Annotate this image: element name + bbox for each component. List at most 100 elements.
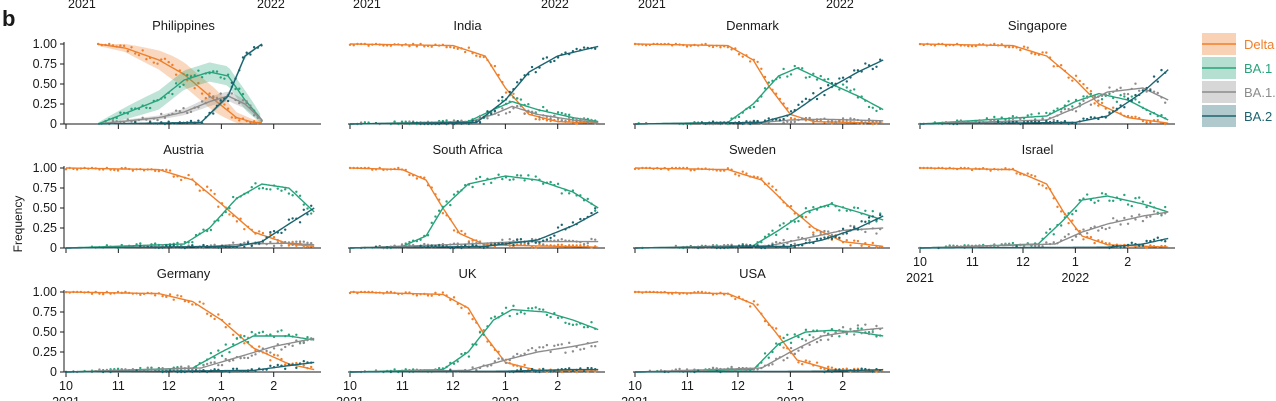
data-point-ba.1 xyxy=(1059,224,1063,227)
data-point-ba.1 xyxy=(508,178,511,182)
data-point-ba.1 xyxy=(291,194,294,197)
data-point-ba.1.1 xyxy=(1126,92,1130,96)
data-point-ba.1.1 xyxy=(508,110,511,114)
data-point-ba.1.1 xyxy=(838,328,841,332)
data-point-delta xyxy=(741,170,744,173)
data-point-delta xyxy=(145,58,148,61)
data-point-ba.1 xyxy=(456,190,459,193)
data-point-ba.1 xyxy=(838,209,841,212)
y-tick-label: 0.75 xyxy=(33,181,57,195)
data-point-delta xyxy=(756,60,759,64)
data-point-ba.2 xyxy=(778,119,782,122)
data-point-ba.1 xyxy=(867,331,871,334)
data-point-delta xyxy=(426,294,430,297)
data-point-delta xyxy=(800,362,804,366)
data-point-delta xyxy=(134,52,137,55)
data-point-ba.1 xyxy=(1052,109,1055,112)
data-point-ba.2 xyxy=(571,221,575,224)
data-point-delta xyxy=(223,103,226,106)
data-point-ba.1 xyxy=(812,205,815,209)
data-point-ba.1 xyxy=(567,322,571,326)
data-point-ba.1 xyxy=(497,173,500,176)
data-point-ba.1.1 xyxy=(504,361,508,365)
data-point-ba.1.1 xyxy=(582,347,586,350)
data-point-ba.2 xyxy=(243,245,246,249)
data-point-ba.1.1 xyxy=(213,361,216,364)
data-point-delta xyxy=(1126,114,1130,118)
data-point-ba.2 xyxy=(249,53,252,56)
data-point-delta xyxy=(467,46,471,49)
data-point-ba.1.1 xyxy=(553,344,556,348)
data-point-ba.1 xyxy=(1026,114,1029,117)
data-point-ba.1.1 xyxy=(508,238,511,241)
data-point-ba.2 xyxy=(860,367,863,370)
data-point-ba.1.1 xyxy=(826,120,830,123)
data-point-delta xyxy=(116,169,120,172)
data-point-ba.1 xyxy=(804,76,808,79)
data-point-delta xyxy=(752,300,756,303)
data-point-delta xyxy=(415,177,419,180)
data-point-delta xyxy=(719,46,722,49)
panel-title: Sweden xyxy=(729,142,776,157)
data-point-delta xyxy=(1015,172,1018,175)
data-point-ba.2 xyxy=(467,122,471,126)
y-tick-label: 0.25 xyxy=(33,345,57,359)
data-point-ba.1.1 xyxy=(1097,99,1100,102)
data-point-ba.1 xyxy=(265,187,268,191)
data-point-ba.2 xyxy=(864,62,867,65)
data-point-delta xyxy=(122,44,126,48)
data-point-ba.1.1 xyxy=(452,119,456,123)
series-line-ba.2 xyxy=(635,59,884,125)
data-point-ba.1.1 xyxy=(209,361,213,364)
data-point-delta xyxy=(560,243,563,246)
data-point-ba.1 xyxy=(449,203,452,207)
legend: Delta BA.1 BA.1.1 BA.2 xyxy=(1202,33,1276,127)
data-point-ba.1 xyxy=(519,311,523,314)
data-point-ba.1.1 xyxy=(849,224,852,228)
data-point-ba.2 xyxy=(272,229,276,233)
data-point-ba.1 xyxy=(1011,115,1015,118)
data-point-ba.2 xyxy=(172,244,175,247)
data-point-delta xyxy=(153,294,157,297)
data-point-delta xyxy=(685,45,689,48)
data-point-delta xyxy=(1089,90,1093,93)
data-point-delta xyxy=(826,365,830,369)
data-point-ba.1 xyxy=(456,360,459,363)
data-point-delta xyxy=(167,60,170,64)
data-point-ba.2 xyxy=(819,237,822,240)
data-point-ba.1 xyxy=(800,215,804,219)
data-point-ba.1 xyxy=(1111,199,1115,203)
data-point-delta xyxy=(1011,46,1015,49)
data-point-ba.1 xyxy=(1097,199,1100,202)
data-point-ba.1.1 xyxy=(774,240,778,244)
data-point-ba.1.1 xyxy=(804,339,808,342)
data-point-ba.1 xyxy=(782,67,785,71)
data-point-ba.2 xyxy=(501,95,504,99)
data-point-ba.1 xyxy=(295,190,298,193)
data-point-ba.1.1 xyxy=(501,357,504,361)
data-point-ba.1.1 xyxy=(590,237,593,241)
data-point-ba.2 xyxy=(515,238,519,242)
data-point-delta xyxy=(871,241,874,245)
data-point-ba.1 xyxy=(219,76,222,79)
x-tick-label: 1 xyxy=(787,379,794,393)
data-point-ba.2 xyxy=(419,244,422,248)
legend-label: Delta xyxy=(1244,37,1275,52)
data-point-ba.1.1 xyxy=(834,331,837,334)
data-point-ba.1 xyxy=(257,331,261,334)
data-point-ba.2 xyxy=(571,369,575,373)
data-point-delta xyxy=(789,204,793,208)
data-point-ba.1.1 xyxy=(1145,90,1148,93)
data-point-ba.2 xyxy=(231,367,235,371)
data-point-ba.1 xyxy=(575,323,578,326)
data-point-ba.1.1 xyxy=(564,119,567,123)
x-year-label: 2022 xyxy=(1061,271,1089,285)
data-point-ba.2 xyxy=(228,370,231,374)
data-point-delta xyxy=(1026,172,1029,175)
series-line-delta xyxy=(350,43,599,124)
data-point-ba.1 xyxy=(804,328,808,332)
x-tick-label: 2 xyxy=(270,379,277,393)
data-point-ba.2 xyxy=(1137,244,1141,247)
data-point-ba.2 xyxy=(541,367,545,371)
data-point-delta xyxy=(235,220,239,223)
